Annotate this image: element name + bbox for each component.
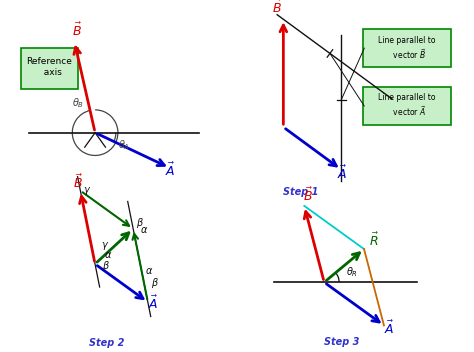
- Text: $\vec{B}$: $\vec{B}$: [73, 174, 83, 191]
- Text: $\alpha$: $\alpha$: [145, 266, 153, 276]
- Text: $\gamma$: $\gamma$: [83, 185, 91, 197]
- Text: Line parallel to
  vector $\vec{B}$: Line parallel to vector $\vec{B}$: [378, 36, 435, 61]
- FancyBboxPatch shape: [21, 48, 78, 89]
- Text: $\vec{B}$: $\vec{B}$: [72, 22, 82, 39]
- Text: $\beta$: $\beta$: [102, 259, 110, 273]
- FancyBboxPatch shape: [363, 29, 450, 67]
- Text: $\beta$: $\beta$: [151, 276, 159, 290]
- Text: Step 3: Step 3: [324, 337, 360, 347]
- Text: $\beta$: $\beta$: [136, 216, 144, 231]
- Text: $\vec{R}$: $\vec{R}$: [369, 232, 379, 249]
- Text: Step 1: Step 1: [283, 187, 319, 196]
- FancyBboxPatch shape: [363, 87, 450, 125]
- Text: $\theta_R$: $\theta_R$: [346, 265, 358, 279]
- Text: Reference
  axis: Reference axis: [27, 57, 73, 77]
- Text: $\alpha$: $\alpha$: [140, 225, 148, 235]
- Text: $\theta_B$: $\theta_B$: [73, 96, 84, 109]
- Text: Step 2: Step 2: [89, 338, 125, 348]
- Text: $\vec{A}$: $\vec{A}$: [164, 162, 175, 179]
- Text: Line parallel to
  vector $\vec{A}$: Line parallel to vector $\vec{A}$: [378, 93, 435, 119]
- Text: $\vec{A}$: $\vec{A}$: [148, 295, 158, 313]
- Text: $\vec{A}$: $\vec{A}$: [384, 320, 394, 337]
- Text: $\vec{B}$: $\vec{B}$: [272, 0, 282, 17]
- Text: $\theta_A$: $\theta_A$: [118, 138, 130, 152]
- Text: $\vec{A}$: $\vec{A}$: [337, 165, 347, 182]
- Text: $\gamma$: $\gamma$: [101, 240, 109, 252]
- Text: $\vec{B}$: $\vec{B}$: [302, 187, 312, 204]
- Text: $\alpha$: $\alpha$: [104, 250, 113, 260]
